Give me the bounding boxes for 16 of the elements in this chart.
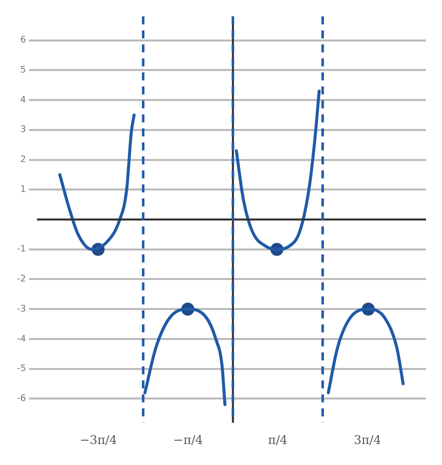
y-tick-label: -1 xyxy=(16,244,26,255)
x-tick-label: −3π/4 xyxy=(80,432,118,447)
y-tick-label: 2 xyxy=(20,155,26,166)
y-tick-label: 4 xyxy=(20,95,26,106)
y-tick-label: -6 xyxy=(16,394,26,404)
y-tick-label: 6 xyxy=(20,36,26,46)
y-tick-label: -3 xyxy=(16,304,26,314)
x-tick-label: −π/4 xyxy=(173,432,204,447)
x-tick-label: 3π/4 xyxy=(354,432,382,447)
y-tick-label: 5 xyxy=(20,66,26,76)
y-tick-label: -5 xyxy=(16,364,26,374)
x-tick-label: π/4 xyxy=(268,432,288,447)
y-tick-label: -2 xyxy=(16,274,26,285)
y-tick-label: 3 xyxy=(20,125,26,136)
y-tick-label: 1 xyxy=(20,184,26,195)
y-tick-label: -4 xyxy=(16,334,26,344)
